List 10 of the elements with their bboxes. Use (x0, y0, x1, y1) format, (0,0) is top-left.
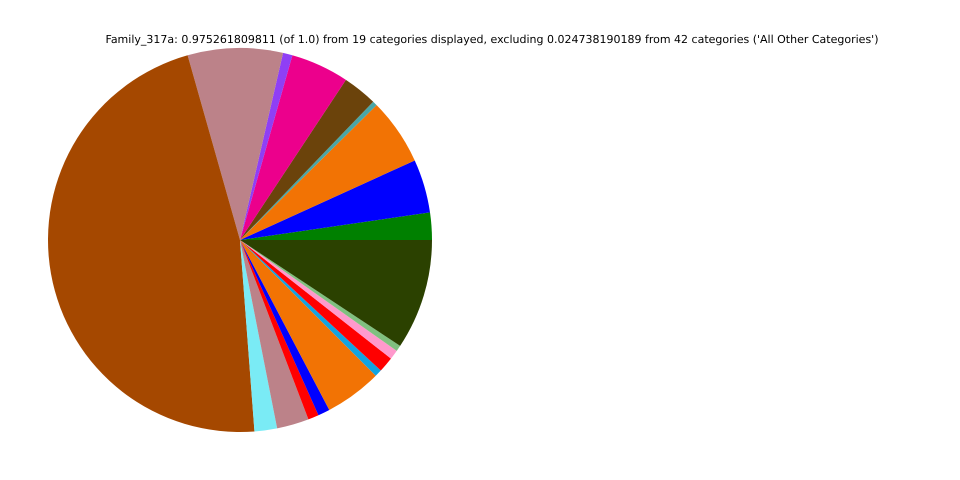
pie-slice (240, 160, 430, 240)
pie-slice (240, 102, 377, 240)
text: Family_317a: 0.975261809811 (of 1.0) from 19 categories displayed, excluding 0.024738190189 from 42 categories ('All Other Categories') (106, 33, 878, 46)
pie-slice (240, 52, 292, 240)
pie-slice (240, 55, 346, 240)
pie-slice (240, 240, 432, 346)
pie-slice (240, 240, 278, 432)
pie-slice (240, 80, 374, 240)
pie-slice (240, 212, 432, 240)
pie-slice (48, 55, 254, 432)
